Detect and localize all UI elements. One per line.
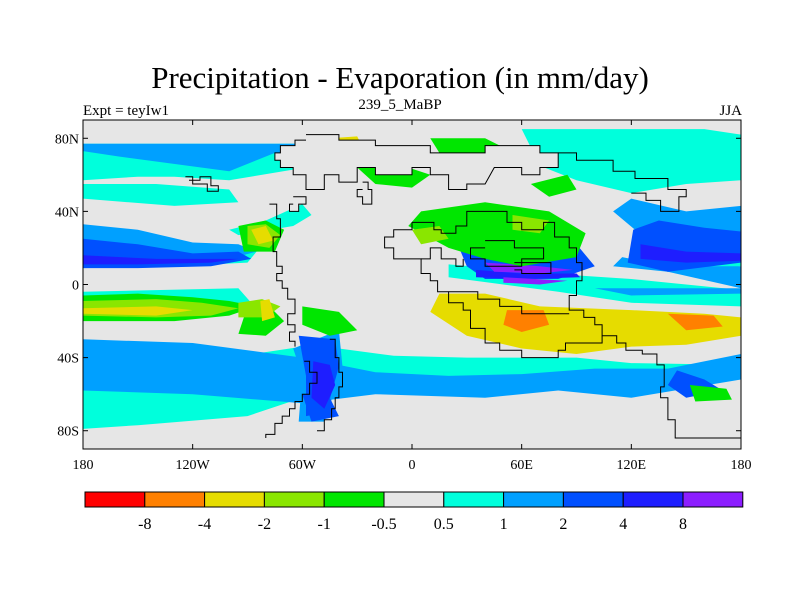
x-tick-label-3: 0 xyxy=(409,458,416,473)
contour-region-36 xyxy=(302,306,358,336)
contour-region-6 xyxy=(521,129,741,194)
colorbar-box-10 xyxy=(682,491,744,508)
land-mask-2 xyxy=(357,182,372,205)
colorbar: -8 -4 -2 -1 -0.5 0.5 1 2 4 8 xyxy=(84,491,744,533)
coastline-5 xyxy=(265,360,318,438)
coastline-7 xyxy=(412,210,741,439)
colorbar-box-1 xyxy=(144,491,206,508)
experiment-label: Expt = teyIw1 xyxy=(83,103,169,119)
colorbar-label-8: 4 xyxy=(619,516,627,533)
colorbar-label-7: 2 xyxy=(559,516,567,533)
coastline-9 xyxy=(421,247,464,267)
season-label: JJA xyxy=(719,103,742,119)
x-tick-label-2: 60W xyxy=(289,458,317,473)
contour-fill-layer xyxy=(83,120,741,449)
contour-region-48 xyxy=(503,310,550,332)
coastline-12 xyxy=(448,291,570,315)
contour-region-10 xyxy=(83,143,339,172)
x-tick-label-1: 120W xyxy=(176,458,211,473)
contour-region-42 xyxy=(412,226,449,245)
colorbar-label-4: -0.5 xyxy=(371,516,396,533)
colorbar-box-0 xyxy=(84,491,146,508)
colorbar-label-9: 8 xyxy=(679,516,687,533)
contour-region-46 xyxy=(430,293,741,354)
colorbar-label-0: -8 xyxy=(138,516,151,533)
x-tick-label-6: 180 xyxy=(731,458,752,473)
contour-region-22 xyxy=(302,394,339,422)
x-tick-label-4: 60E xyxy=(510,458,533,473)
colorbar-box-2 xyxy=(204,491,265,508)
chart-subtitle: 239_5_MaBP xyxy=(358,97,442,113)
contour-region-37 xyxy=(689,385,732,402)
coastline-1 xyxy=(274,134,559,190)
y-tick-label-4: 80S xyxy=(57,425,79,440)
coastline-13 xyxy=(558,152,687,212)
land-mask-1 xyxy=(289,196,306,212)
y-tick-label-1: 40N xyxy=(55,205,79,220)
contour-region-43 xyxy=(83,306,193,316)
contour-region-25 xyxy=(476,269,581,279)
contour-region-23 xyxy=(83,255,239,265)
contour-region-14 xyxy=(613,198,741,234)
chart-title: Precipitation - Evaporation (in mm/day) xyxy=(151,60,649,95)
colorbar-label-6: 1 xyxy=(500,516,508,533)
colorbar-box-4 xyxy=(323,491,385,508)
colorbar-label-5: 0.5 xyxy=(434,516,454,533)
colorbar-box-3 xyxy=(263,491,325,508)
land-mask-0 xyxy=(274,134,559,190)
coastline-layer xyxy=(185,134,741,439)
x-tick-label-0: 180 xyxy=(73,458,94,473)
x-tick-label-5: 120E xyxy=(617,458,647,473)
colorbar-box-9 xyxy=(622,491,684,508)
contour-region-2 xyxy=(83,184,239,206)
coastline-4 xyxy=(269,203,296,347)
y-tick-label-3: 40S xyxy=(57,352,79,367)
colorbar-label-3: -1 xyxy=(318,516,331,533)
coastline-6 xyxy=(317,338,343,432)
contour-region-24 xyxy=(640,244,741,263)
y-tick-label-0: 80N xyxy=(55,132,79,147)
contour-region-16 xyxy=(594,288,741,296)
y-tick-label-2: 0 xyxy=(72,279,79,294)
contour-region-45 xyxy=(251,226,274,245)
colorbar-box-5 xyxy=(383,491,445,508)
colorbar-label-2: -2 xyxy=(258,516,271,533)
coastline-8 xyxy=(384,222,603,359)
axes-layer: 180 120W 60W 0 60E 120E 180 80N 40N 0 40S 80S xyxy=(55,120,752,473)
contour-region-28 xyxy=(503,277,568,285)
contour-region-34 xyxy=(530,174,577,197)
colorbar-box-6 xyxy=(443,491,505,508)
colorbar-label-1: -4 xyxy=(198,516,211,533)
coastline-3 xyxy=(289,196,307,212)
colorbar-box-8 xyxy=(562,491,624,508)
coastline-2 xyxy=(356,181,373,205)
contour-region-49 xyxy=(667,313,723,331)
contour-region-30 xyxy=(408,202,586,267)
colorbar-box-7 xyxy=(503,491,564,508)
contour-region-44 xyxy=(260,299,275,322)
coastline-0 xyxy=(185,176,219,192)
coastline-11 xyxy=(514,262,552,274)
contour-region-12 xyxy=(83,339,741,404)
